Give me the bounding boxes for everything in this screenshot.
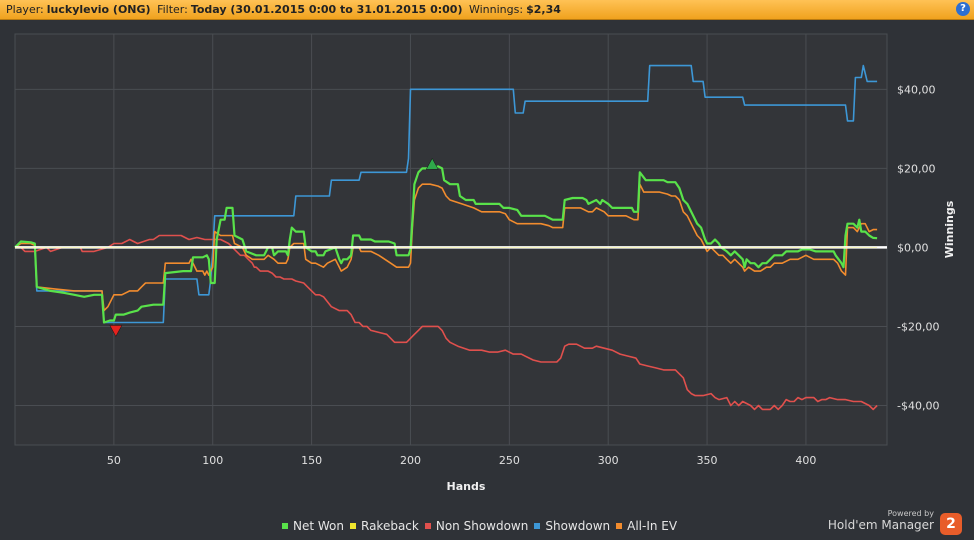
help-icon[interactable]: ? [956,2,970,16]
winnings-value: $2,34 [526,3,561,16]
legend-item[interactable]: Net Won [282,519,344,533]
series-showdown [15,64,878,324]
series-net-won [14,165,878,324]
chart-legend: Net Won Rakeback Non Showdown Showdown All-I… [282,519,683,533]
legend-swatch [424,523,431,529]
legend-item[interactable]: Showdown [534,519,610,533]
x-tick-label: 300 [598,454,619,467]
filter-bar: Player: luckylevio (ONG) Filter: Today (30… [0,0,974,20]
x-tick-label: 200 [400,454,421,467]
legend-label: Showdown [545,519,611,533]
legend-label: Non Showdown [435,519,529,533]
x-tick-label: 350 [697,454,718,467]
legend-label: Rakeback [361,519,419,533]
filter-value: Today (30.01.2015 0:00 to 31.01.2015 0:0… [190,3,463,16]
series-all-in-ev [14,183,878,312]
x-tick-label: 50 [107,454,121,467]
x-tick-label: 250 [499,454,520,467]
y-tick-label: $20,00 [897,162,936,175]
legend-item[interactable]: All-In EV [616,519,677,533]
x-tick-label: 400 [795,454,816,467]
legend-item[interactable]: Rakeback [350,519,419,533]
hm2-logo-icon: 2 [940,513,962,535]
legend-swatch [282,523,288,529]
x-tick-label: 100 [202,454,223,467]
min-marker-icon [109,325,123,337]
legend-item[interactable]: Non Showdown [424,519,529,533]
powered-by-text: Powered by [887,509,934,518]
filter-label: Filter: [157,3,188,16]
legend-swatch [534,523,541,529]
winnings-chart: 50 100 150 200 250 300 350 400 $40,00 $20,00 $0,00… [14,33,956,493]
series-non-showdown [15,234,878,411]
y-axis-title: Winnings [943,200,956,258]
x-tick-label: 150 [301,454,322,467]
legend-label: All-In EV [627,519,678,533]
legend-swatch [350,523,356,529]
plot-area [14,33,888,446]
y-tick-label: $0,00 [897,241,929,254]
legend-label: Net Won [293,519,344,533]
player-value: luckylevio (ONG) [46,3,151,16]
y-tick-label: -$20,00 [897,320,939,333]
legend-swatch [616,523,623,529]
x-axis-title: Hands [447,480,486,493]
max-marker-icon [425,157,439,170]
product-name: Hold'em Manager [827,518,934,532]
winnings-label: Winnings: [468,3,524,16]
y-tick-label: $40,00 [897,83,936,96]
y-tick-label: -$40,00 [897,399,939,412]
player-label: Player: [6,3,44,16]
